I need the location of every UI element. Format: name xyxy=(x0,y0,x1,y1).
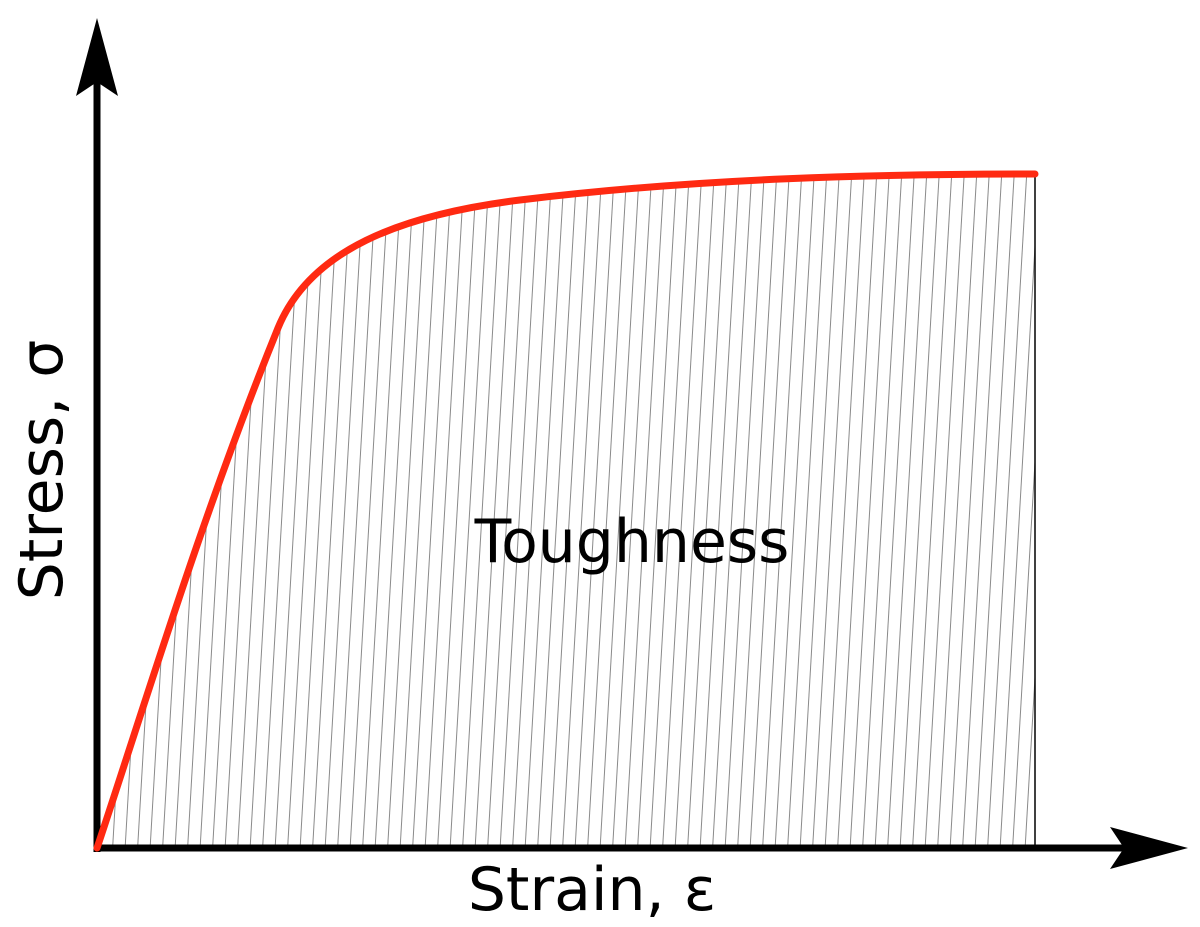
hatch-line xyxy=(937,174,978,848)
hatch-line xyxy=(812,174,853,848)
hatch-line xyxy=(199,174,241,848)
hatch-line xyxy=(587,174,628,848)
hatch-line xyxy=(574,174,616,848)
hatch-line xyxy=(637,174,678,848)
hatch-line xyxy=(774,174,816,848)
hatch-line xyxy=(349,174,391,848)
hatch-line xyxy=(537,174,578,848)
hatch-line xyxy=(799,174,841,848)
hatch-line xyxy=(762,174,803,848)
hatch-line xyxy=(99,174,141,848)
hatch-line xyxy=(949,174,991,848)
toughness-area-hatching xyxy=(99,160,1078,850)
hatch-line xyxy=(399,174,441,848)
hatch-line xyxy=(1012,174,1035,848)
hatch-line xyxy=(424,174,466,848)
y-axis-label: Stress, σ xyxy=(7,340,77,601)
hatch-line xyxy=(887,174,928,848)
hatch-line xyxy=(824,174,866,848)
hatch-line xyxy=(549,174,591,848)
hatch-line xyxy=(899,174,941,848)
hatch-line xyxy=(274,174,316,848)
hatch-line xyxy=(862,174,903,848)
hatch-line xyxy=(699,174,741,848)
hatch-line xyxy=(662,174,703,848)
y-axis-arrow-icon xyxy=(76,18,118,96)
hatch-line xyxy=(237,174,278,848)
hatch-line xyxy=(137,174,178,848)
hatch-line xyxy=(512,174,553,848)
hatch-line xyxy=(562,174,603,848)
hatch-line xyxy=(874,174,916,848)
hatch-line xyxy=(437,174,478,848)
hatch-line xyxy=(224,174,266,848)
hatch-line xyxy=(912,174,953,848)
hatch-line xyxy=(724,174,766,848)
hatch-line xyxy=(474,174,516,848)
hatch-line xyxy=(449,174,491,848)
hatch-line xyxy=(524,174,566,848)
hatch-line xyxy=(162,174,203,848)
hatch-line xyxy=(287,174,328,848)
hatch-line xyxy=(649,174,691,848)
hatch-line xyxy=(212,174,253,848)
hatch-line xyxy=(612,174,653,848)
x-axis-arrow-icon xyxy=(1110,827,1188,869)
hatch-line xyxy=(362,174,403,848)
hatch-line xyxy=(599,174,641,848)
hatch-line xyxy=(1024,174,1035,848)
hatch-line xyxy=(999,174,1035,848)
hatch-line xyxy=(849,174,891,848)
hatch-line xyxy=(674,174,716,848)
hatch-line xyxy=(412,174,453,848)
hatch-line xyxy=(324,174,366,848)
hatch-line xyxy=(924,174,966,848)
hatch-line xyxy=(487,174,528,848)
hatch-line xyxy=(312,174,353,848)
hatch-line xyxy=(687,174,728,848)
hatch-line xyxy=(299,174,341,848)
hatch-line xyxy=(749,174,791,848)
hatch-line xyxy=(387,174,428,848)
hatch-line xyxy=(149,174,191,848)
hatch-line xyxy=(712,174,753,848)
area-label: Toughness xyxy=(474,507,790,577)
hatch-line xyxy=(974,174,1016,848)
hatch-line xyxy=(787,174,828,848)
hatch-line xyxy=(337,174,378,848)
hatch-line xyxy=(624,174,666,848)
hatch-line xyxy=(737,174,778,848)
hatch-line xyxy=(962,174,1003,848)
hatch-line xyxy=(499,174,541,848)
hatch-line xyxy=(374,174,416,848)
hatch-line xyxy=(249,174,291,848)
hatch-line xyxy=(262,174,303,848)
hatch-line xyxy=(462,174,503,848)
x-axis-label: Strain, ε xyxy=(468,855,716,925)
hatch-line xyxy=(837,174,878,848)
stress-strain-curve xyxy=(93,170,1039,852)
hatch-line xyxy=(1038,160,1078,850)
hatch-line xyxy=(987,174,1028,848)
